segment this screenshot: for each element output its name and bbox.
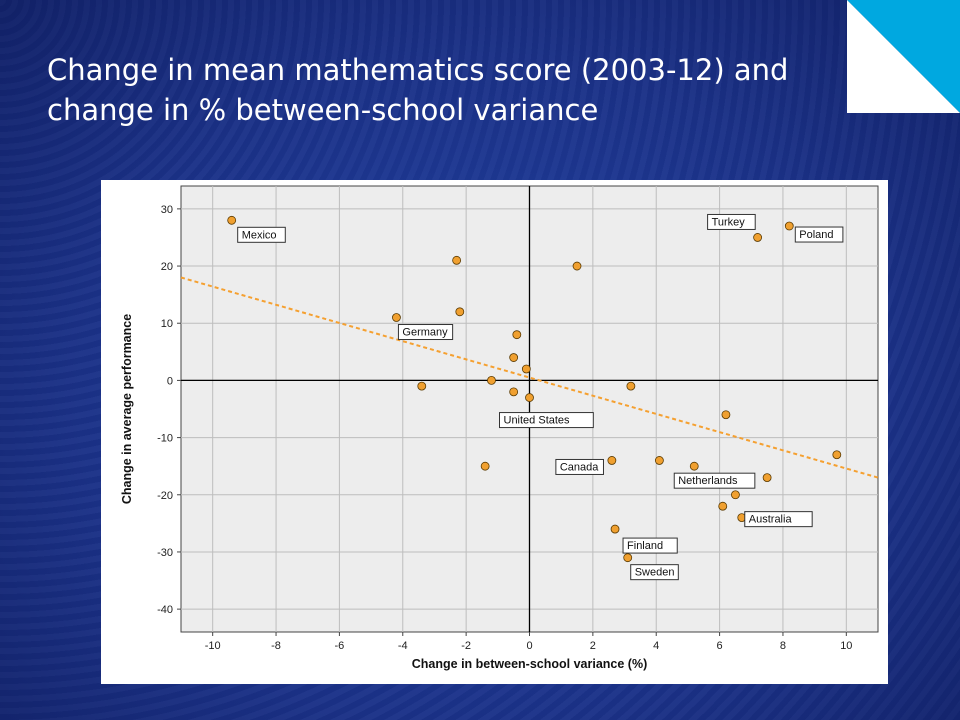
data-point (654, 456, 664, 465)
data-point (572, 261, 582, 271)
point-label-box (555, 458, 604, 475)
point-label: Australia (749, 514, 793, 526)
y-tick-label: 20 (161, 261, 173, 273)
y-tick-label: -20 (157, 490, 173, 502)
data-point (832, 450, 842, 460)
data-point (689, 461, 699, 471)
x-tick-label: 10 (840, 640, 852, 652)
point-label-box (237, 226, 286, 243)
x-axis-label: Change in between-school variance (%) (412, 657, 647, 671)
point-label: Canada (560, 461, 599, 473)
data-point (512, 330, 522, 340)
data-point (525, 393, 534, 402)
y-axis-label: Change in average performance (120, 314, 134, 504)
point-label: Sweden (635, 567, 675, 579)
data-point (392, 313, 401, 322)
point-label-box (744, 511, 813, 528)
x-tick-label: -6 (335, 640, 345, 652)
data-point (509, 353, 519, 362)
x-tick-label: 0 (526, 640, 532, 652)
data-point (509, 387, 519, 397)
data-point (718, 501, 728, 511)
x-tick-label: -2 (461, 640, 471, 652)
point-label-box (673, 472, 756, 489)
point-label: Poland (799, 229, 833, 241)
data-point (487, 376, 496, 385)
x-tick-label: 8 (780, 640, 786, 652)
x-tick-label: -4 (398, 640, 408, 652)
y-tick-label: 0 (167, 375, 173, 387)
slide-title: Change in mean mathematics score (2003-1… (47, 53, 789, 127)
x-tick-label: 2 (590, 640, 596, 652)
point-label: Turkey (712, 216, 746, 228)
point-label-box (499, 412, 594, 429)
data-point (762, 473, 772, 483)
data-point (417, 381, 427, 391)
y-tick-label: 30 (161, 204, 173, 216)
point-label: United States (504, 415, 571, 427)
data-point (731, 490, 740, 500)
data-point (452, 255, 462, 265)
trend-line (180, 276, 879, 479)
x-tick-label: -10 (205, 640, 221, 652)
y-tick-label: -30 (157, 547, 173, 559)
point-label-box (630, 564, 679, 581)
data-point (784, 221, 794, 231)
y-tick-label: -10 (157, 433, 173, 445)
point-label-box (397, 324, 454, 341)
data-point (607, 456, 617, 465)
scatter-chart: -10 -8 -6 -4 -2 0 2 4 6 8 10-40-30-20-100102030Mex… (120, 185, 879, 671)
data-point (610, 524, 620, 534)
point-label: Netherlands (678, 475, 738, 487)
data-point (455, 307, 465, 317)
y-tick-label: 10 (161, 318, 173, 330)
x-tick-label: 6 (717, 640, 723, 652)
data-point (521, 364, 531, 374)
data-point (480, 461, 490, 471)
point-label-box (794, 226, 844, 243)
corner-decoration (847, 0, 960, 113)
x-tick-label: -8 (271, 640, 281, 652)
chart-panel: -10 -8 -6 -4 -2 0 2 4 6 8 10 -40 -30 -20 -10 0 10 20 30 Mex… (101, 180, 888, 684)
data-point (753, 233, 763, 242)
data-point (626, 381, 636, 391)
data-point (623, 553, 633, 563)
point-label-box (707, 213, 756, 230)
data-point (721, 410, 731, 420)
x-tick-label: 4 (653, 640, 659, 652)
data-point (227, 215, 237, 225)
point-label: Germany (402, 327, 448, 339)
point-label: Finland (627, 540, 663, 552)
y-tick-label: -40 (157, 604, 173, 616)
point-label-box (622, 537, 678, 554)
point-label: Mexico (242, 229, 277, 241)
